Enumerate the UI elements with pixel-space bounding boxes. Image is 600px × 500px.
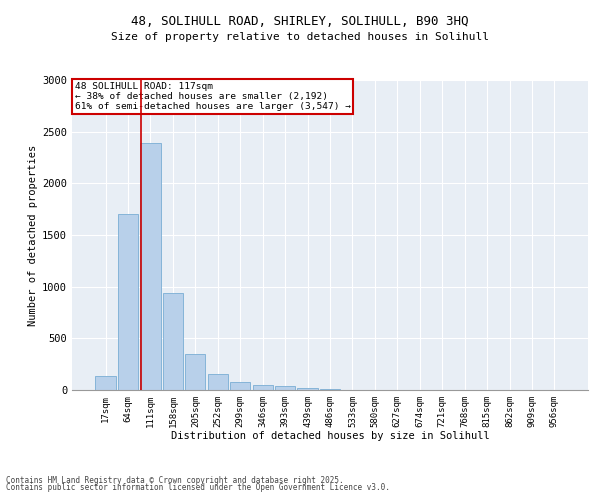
Bar xyxy=(140,143,161,390)
X-axis label: Distribution of detached houses by size in Solihull: Distribution of detached houses by size … xyxy=(170,432,490,442)
Y-axis label: Number of detached properties: Number of detached properties xyxy=(28,144,38,326)
Bar xyxy=(95,376,116,390)
Text: Size of property relative to detached houses in Solihull: Size of property relative to detached ho… xyxy=(111,32,489,42)
Bar xyxy=(253,385,273,390)
Bar xyxy=(163,293,183,390)
Text: 48, SOLIHULL ROAD, SHIRLEY, SOLIHULL, B90 3HQ: 48, SOLIHULL ROAD, SHIRLEY, SOLIHULL, B9… xyxy=(131,15,469,28)
Text: Contains public sector information licensed under the Open Government Licence v3: Contains public sector information licen… xyxy=(6,484,390,492)
Text: 48 SOLIHULL ROAD: 117sqm
← 38% of detached houses are smaller (2,192)
61% of sem: 48 SOLIHULL ROAD: 117sqm ← 38% of detach… xyxy=(74,82,350,112)
Bar xyxy=(185,354,205,390)
Bar xyxy=(275,386,295,390)
Bar xyxy=(208,374,228,390)
Text: Contains HM Land Registry data © Crown copyright and database right 2025.: Contains HM Land Registry data © Crown c… xyxy=(6,476,344,485)
Bar xyxy=(118,214,138,390)
Bar xyxy=(298,388,317,390)
Bar xyxy=(230,382,250,390)
